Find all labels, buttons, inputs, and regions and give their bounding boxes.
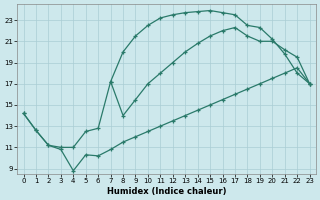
X-axis label: Humidex (Indice chaleur): Humidex (Indice chaleur) [107, 187, 226, 196]
